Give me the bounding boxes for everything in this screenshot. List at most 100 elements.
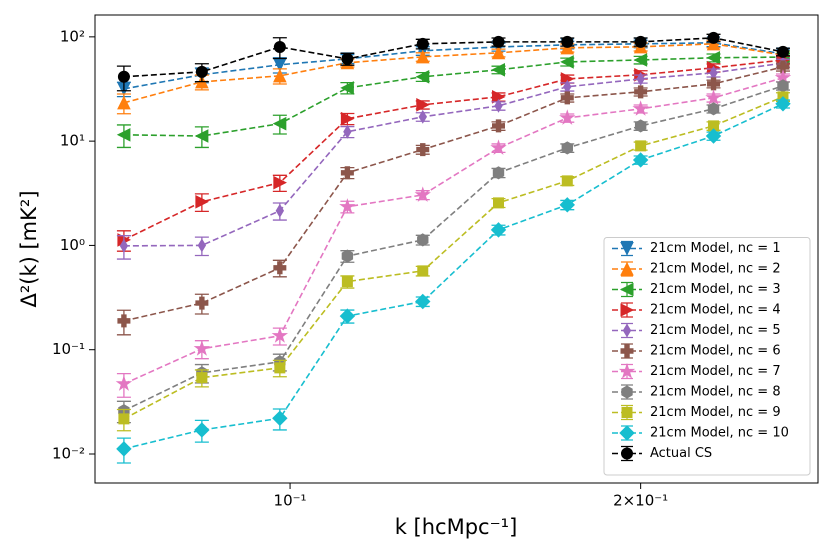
marker bbox=[561, 141, 573, 155]
marker bbox=[343, 124, 352, 139]
marker bbox=[416, 98, 430, 112]
marker bbox=[492, 35, 505, 48]
marker bbox=[777, 79, 789, 93]
marker bbox=[415, 49, 430, 64]
legend-label: 21cm Model, nc = 2 bbox=[650, 262, 781, 277]
legend-label: 21cm Model, nc = 6 bbox=[650, 344, 781, 359]
marker bbox=[272, 116, 287, 131]
marker bbox=[707, 102, 720, 116]
series-line bbox=[123, 43, 784, 104]
marker bbox=[339, 198, 356, 214]
marker bbox=[271, 327, 289, 343]
y-tick-label: 10² bbox=[60, 27, 85, 45]
marker bbox=[119, 238, 129, 253]
marker bbox=[491, 62, 505, 77]
series-line bbox=[123, 56, 783, 137]
marker bbox=[621, 447, 633, 460]
y-tick-label: 10⁻² bbox=[52, 444, 85, 462]
series-line bbox=[123, 59, 784, 241]
marker bbox=[273, 40, 286, 53]
series-line bbox=[123, 62, 784, 247]
legend-label: 21cm Model, nc = 8 bbox=[650, 385, 781, 400]
marker bbox=[197, 238, 207, 253]
marker bbox=[195, 194, 209, 209]
marker bbox=[622, 323, 632, 338]
plot-frame bbox=[94, 14, 819, 484]
y-axis-label: Δ²(k) [mK²] bbox=[17, 190, 41, 307]
y-tick-label: 10⁰ bbox=[60, 236, 85, 254]
marker bbox=[560, 55, 574, 69]
marker bbox=[559, 197, 575, 213]
marker bbox=[620, 242, 634, 256]
marker bbox=[417, 233, 429, 247]
marker bbox=[707, 31, 720, 44]
marker bbox=[490, 222, 507, 238]
marker bbox=[708, 120, 720, 132]
legend-label: 21cm Model, nc = 1 bbox=[650, 241, 781, 256]
marker bbox=[341, 52, 354, 65]
marker bbox=[195, 296, 209, 310]
marker bbox=[633, 53, 648, 67]
marker bbox=[416, 37, 429, 50]
marker bbox=[340, 166, 354, 180]
marker bbox=[274, 362, 286, 374]
marker bbox=[619, 425, 635, 441]
marker bbox=[115, 375, 133, 391]
marker bbox=[116, 127, 131, 142]
marker bbox=[491, 45, 506, 60]
legend-label: 21cm Model, nc = 7 bbox=[650, 364, 781, 379]
legend-label: 21cm Model, nc = 10 bbox=[650, 426, 789, 441]
series-line bbox=[123, 77, 784, 385]
legend-label: 21cm Model, nc = 9 bbox=[650, 405, 781, 420]
marker bbox=[632, 100, 649, 116]
marker bbox=[490, 139, 507, 155]
plot-area bbox=[115, 31, 792, 464]
marker bbox=[117, 314, 131, 328]
legend-box bbox=[603, 237, 811, 476]
marker bbox=[340, 81, 354, 95]
x-tick-label: 10⁻¹ bbox=[274, 492, 307, 510]
marker bbox=[416, 143, 430, 157]
legend-label: 21cm Model, nc = 4 bbox=[650, 303, 781, 318]
marker bbox=[272, 410, 288, 426]
legend-label: Actual CS bbox=[650, 446, 712, 461]
legend-label: 21cm Model, nc = 5 bbox=[650, 323, 781, 338]
marker bbox=[116, 441, 132, 457]
x-axis-label: k [hcMpc⁻¹] bbox=[395, 515, 518, 539]
marker bbox=[117, 95, 131, 110]
marker bbox=[341, 276, 353, 288]
series-line bbox=[123, 96, 784, 420]
marker bbox=[194, 129, 209, 143]
marker bbox=[632, 152, 649, 168]
marker bbox=[195, 65, 208, 78]
marker bbox=[705, 89, 722, 105]
x-tick-label: 2×10⁻¹ bbox=[613, 492, 668, 510]
y-tick-label: 10¹ bbox=[60, 132, 85, 150]
marker bbox=[117, 70, 130, 83]
marker bbox=[118, 413, 130, 425]
marker bbox=[776, 45, 789, 58]
y-tick-label: 10⁻¹ bbox=[52, 340, 85, 358]
marker bbox=[273, 68, 287, 83]
legend: 21cm Model, nc = 1 21cm Model, nc = 2 21cm… bbox=[603, 237, 811, 476]
series-line bbox=[123, 103, 784, 450]
marker bbox=[492, 166, 505, 180]
marker bbox=[618, 362, 636, 379]
marker bbox=[621, 385, 633, 399]
series-line bbox=[123, 42, 784, 90]
marker bbox=[193, 340, 211, 356]
marker bbox=[196, 372, 208, 384]
series-line bbox=[123, 37, 784, 78]
marker bbox=[635, 140, 647, 152]
marker bbox=[619, 282, 634, 297]
marker bbox=[273, 175, 287, 190]
marker bbox=[415, 293, 431, 310]
marker bbox=[492, 197, 504, 209]
marker bbox=[194, 422, 210, 438]
marker bbox=[418, 109, 427, 124]
series-line bbox=[123, 85, 784, 412]
marker bbox=[776, 60, 790, 74]
marker bbox=[561, 175, 573, 187]
marker bbox=[561, 35, 574, 48]
